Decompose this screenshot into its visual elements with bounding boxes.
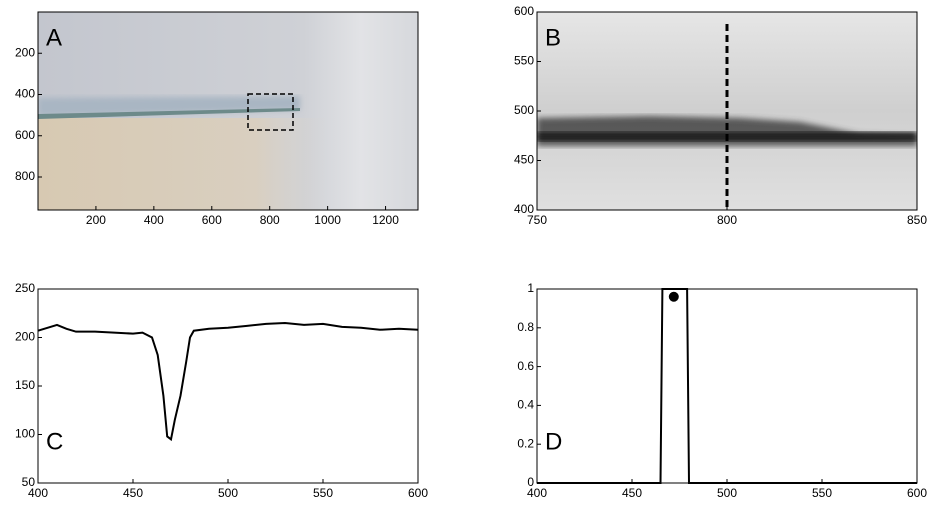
x-tick-label: 1200 [372,213,399,227]
axes-box [37,288,419,484]
y-tick-label: 150 [15,378,35,392]
y-tick-label: 0.6 [517,359,534,373]
line [37,321,419,442]
x-tick-label: 1000 [314,213,341,227]
y-tick-label: 50 [22,475,36,489]
x-tick-label: 750 [527,213,547,227]
y-tick-label: 200 [15,330,35,344]
panel-label: D [545,428,562,455]
x-tick-label: 550 [812,486,832,500]
panel-label: A [46,24,62,51]
y-tick-label: 250 [15,281,35,295]
x-tick-label: 450 [622,486,642,500]
y-tick-label: 800 [15,169,35,183]
y-tick-label: 550 [514,54,534,68]
x-tick-label: 600 [202,213,222,227]
x-tick-label: 400 [144,213,164,227]
photo-a [38,12,418,210]
y-tick-label: 0.2 [517,436,534,450]
y-tick-label: 200 [15,45,35,59]
x-tick-label: 850 [907,213,927,227]
y-tick-label: 450 [514,153,534,167]
x-tick-label: 600 [408,486,428,500]
x-tick-label: 500 [218,486,238,500]
y-tick-label: 400 [15,87,35,101]
point [668,291,679,302]
x-tick-label: 550 [313,486,333,500]
y-tick-label: 500 [514,103,534,117]
y-tick-label: 1 [527,281,534,295]
line [537,288,917,484]
x-tick-label: 200 [86,213,106,227]
x-tick-label: 600 [907,486,927,500]
panel-label: B [545,24,561,51]
x-tick-label: 450 [123,486,143,500]
panel-label: C [46,428,63,455]
y-tick-label: 0 [527,475,534,489]
y-tick-label: 600 [514,4,534,18]
roi-box [247,93,294,131]
x-tick-label: 800 [717,213,737,227]
axes-box [536,288,918,484]
x-tick-label: 400 [527,486,547,500]
x-tick-label: 500 [717,486,737,500]
y-tick-label: 400 [514,202,534,216]
y-tick-label: 0.8 [517,320,534,334]
x-tick-label: 800 [260,213,280,227]
photo-b [537,12,917,210]
axes-box [37,11,419,211]
x-tick-label: 400 [28,486,48,500]
y-tick-label: 600 [15,128,35,142]
y-tick-label: 0.4 [517,398,534,412]
y-tick-label: 100 [15,427,35,441]
